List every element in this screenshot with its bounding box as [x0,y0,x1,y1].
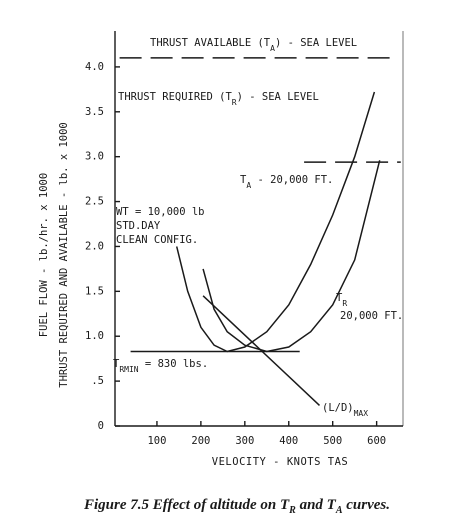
annotation-part: CLEAN CONFIG. [116,234,198,246]
annotation-part: A [246,181,251,190]
caption-part: and T [295,497,336,513]
annotation: (L/D)MAX [322,402,368,418]
annotation: CLEAN CONFIG. [116,234,198,246]
annotation: THRUST AVAILABLE (TA) - SEA LEVEL [150,37,357,53]
y-axis-label: THRUST REQUIRED AND AVAILABLE - lb. x 10… [58,122,70,388]
x-tick-label: 300 [235,435,254,447]
annotation-part: (L/D) [322,402,354,414]
annotation-part: STD.DAY [116,220,161,232]
x-tick-label: 600 [367,435,386,447]
x-tick-label: 200 [191,435,210,447]
curve [202,160,381,353]
annotation-part: 20,000 FT. [340,310,403,322]
x-tick-label: 500 [323,435,342,447]
annotation-part: R [342,299,347,308]
curve [202,295,321,406]
annotation-part: T [240,174,247,186]
annotation-part: MIN [124,365,139,374]
y-axis-label: FUEL FLOW - lb./hr. x 1000 [38,173,50,337]
annotation-part: ) - SEA LEVEL [237,91,319,103]
caption-part: curves. [342,497,390,513]
y-tick-label: 3.5 [85,106,104,118]
annotation-part: MAX [354,409,369,418]
annotation: TR [336,292,347,308]
annotation-part: A [270,44,275,53]
annotation-part: T [113,358,120,370]
annotation-part: THRUST AVAILABLE (T [150,37,271,49]
y-tick-label: 4.0 [85,61,104,73]
x-tick-label: 400 [279,435,298,447]
annotation-part: THRUST REQUIRED (T [118,91,232,103]
caption-part: R [289,505,296,516]
annotation-part: R [119,365,124,374]
x-tick-label: 100 [147,435,166,447]
annotation: STD.DAY [116,220,161,232]
annotation: 20,000 FT. [340,310,403,322]
y-tick-label: 3.0 [85,151,104,163]
annotation-part: - 20,000 FT. [251,174,333,186]
y-tick-label: 0 [98,420,104,432]
y-tick-label: 2.0 [85,240,104,252]
annotation-part: T [336,292,343,304]
x-axis-label: VELOCITY - KNOTS TAS [212,456,348,468]
y-tick-label: 1.0 [85,330,104,342]
annotation: TRMIN = 830 lbs. [113,358,208,374]
y-tick-label: .5 [91,375,104,387]
annotation-part: R [232,98,237,107]
caption-part: Figure 7.5 Effect of altitude on T [84,497,290,513]
caption: Figure 7.5 Effect of altitude on TR and … [0,497,474,516]
caption-part: A [335,505,343,516]
annotation-part: WT = 10,000 lb [116,206,205,218]
curve [175,91,376,353]
chart: 0 .5 1.0 1.5 2.0 2.5 3.0 3.5 4.0 100 200 300 400 500 6… [38,31,404,468]
y-tick-label: 2.5 [85,196,104,208]
annotation-part: ) - SEA LEVEL [275,37,357,49]
annotation: WT = 10,000 lb [116,206,205,218]
annotation: TA - 20,000 FT. [240,174,333,190]
annotation: THRUST REQUIRED (TR) - SEA LEVEL [118,91,319,107]
annotation-part: = 830 lbs. [139,358,209,370]
y-tick-label: 1.5 [85,285,104,297]
